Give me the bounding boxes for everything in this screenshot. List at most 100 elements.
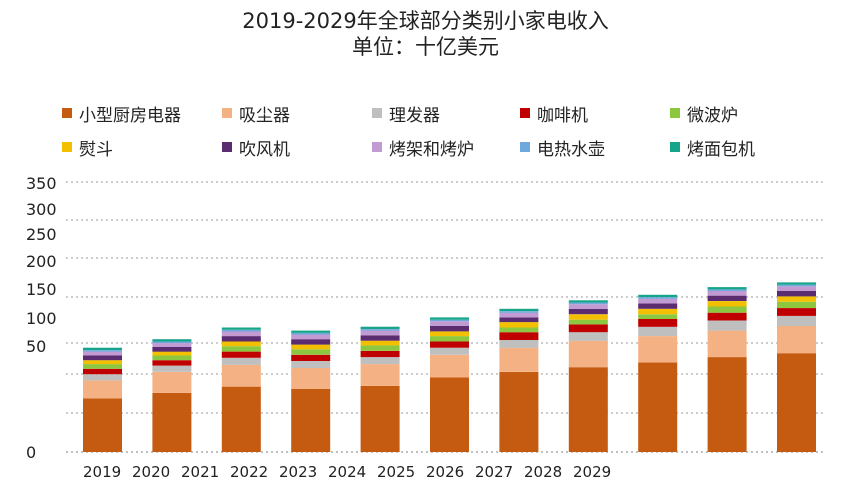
bar-segment <box>638 362 678 452</box>
bar-segment <box>152 360 192 366</box>
bar-segment <box>499 322 539 328</box>
bar-segment <box>777 291 816 297</box>
legend-swatch <box>372 108 382 118</box>
bar-segment <box>430 319 469 322</box>
bar-segment <box>499 332 539 340</box>
y-tick-label: 100 <box>26 309 57 328</box>
bar-segment <box>291 354 331 361</box>
bar-segment <box>221 336 261 342</box>
legend-label: 小型厨房电器 <box>79 105 181 126</box>
bar-segment <box>221 386 261 452</box>
bar-segment <box>430 341 469 348</box>
bar-segment <box>83 398 122 452</box>
bar-segment <box>430 321 469 326</box>
legend-label: 烤架和烤炉 <box>389 139 474 160</box>
bar-segment <box>707 301 747 307</box>
legend-label: 熨斗 <box>79 139 113 160</box>
legend-label: 微波炉 <box>687 105 738 126</box>
bar-segment <box>360 364 400 386</box>
bar-segment <box>430 331 469 337</box>
bar-segment <box>83 368 122 375</box>
bar-segment <box>638 308 678 315</box>
legend-label: 理发器 <box>389 105 440 126</box>
bar-segment <box>221 364 261 387</box>
x-tick-label: 2027 <box>475 463 513 481</box>
bar-segment <box>777 286 816 291</box>
x-tick-label: 2020 <box>132 463 170 481</box>
y-tick-label: 350 <box>26 174 57 193</box>
bar-segment <box>638 294 678 298</box>
x-tick-label: 2022 <box>230 463 268 481</box>
legend-row: 熨斗 吹风机 烤架和烤炉 电热水壶 烤面包机 <box>62 130 822 164</box>
bar-segment <box>568 304 608 309</box>
bar-segment <box>83 350 122 352</box>
bar-segment <box>499 371 539 452</box>
legend-item: 咖啡机 <box>520 101 670 126</box>
chart-subtitle: 单位：十亿美元 <box>352 35 499 59</box>
bar-segment <box>499 308 539 312</box>
bar-segment <box>777 308 816 316</box>
bar-segment <box>152 371 192 393</box>
bar-segment <box>499 317 539 323</box>
bar-segment <box>83 347 122 350</box>
bar-segment <box>568 332 608 341</box>
bar-segment <box>499 340 539 348</box>
bar-segment <box>152 392 192 452</box>
bar-segment <box>638 336 678 363</box>
bar-segment <box>430 336 469 342</box>
bar-segment <box>638 319 678 327</box>
legend-item: 熨斗 <box>62 135 222 160</box>
bar-segment <box>777 296 816 302</box>
bar-segment <box>291 349 331 355</box>
y-tick-label: 150 <box>26 280 57 299</box>
legend-label: 吸尘器 <box>239 105 290 126</box>
bar-segment <box>707 312 747 321</box>
bar-segment <box>568 340 608 368</box>
x-tick-label: 2019 <box>83 463 121 481</box>
legend-label: 烤面包机 <box>687 139 755 160</box>
legend-item: 小型厨房电器 <box>62 101 222 126</box>
bar-segment <box>499 327 539 333</box>
bar-segment <box>221 327 261 330</box>
bar-segment <box>707 287 747 290</box>
bar-segment <box>707 357 747 452</box>
bar-segment <box>291 361 331 368</box>
bar-segment <box>83 380 122 399</box>
x-tick-label: 2026 <box>426 463 464 481</box>
bar-segment <box>360 329 400 331</box>
chart-title: 2019-2029年全球部分类别小家电收入 <box>242 9 609 33</box>
legend-row: 小型厨房电器 吸尘器 理发器 咖啡机 微波炉 <box>62 96 822 130</box>
bar-segment <box>430 347 469 355</box>
bar-segment <box>152 355 192 361</box>
legend-swatch <box>670 142 680 152</box>
y-tick-label: 0 <box>26 443 36 462</box>
legend-label: 咖啡机 <box>537 105 588 126</box>
bar-segment <box>291 333 331 335</box>
x-tick-label: 2021 <box>181 463 219 481</box>
legend-item: 烤架和烤炉 <box>372 135 520 160</box>
legend-swatch <box>670 108 680 118</box>
bar-segment <box>638 298 678 304</box>
legend-item: 电热水壶 <box>520 135 670 160</box>
y-tick-label: 250 <box>26 225 57 244</box>
bar-segment <box>221 331 261 337</box>
bar-segment <box>707 330 747 358</box>
bar-segment <box>360 330 400 336</box>
bar-segment <box>360 326 400 329</box>
bar-segment <box>707 291 747 296</box>
legend-swatch <box>520 108 530 118</box>
bar-segment <box>777 326 816 354</box>
legend-item: 吹风机 <box>222 135 372 160</box>
bar-segment <box>499 312 539 318</box>
legend-item: 微波炉 <box>670 101 810 126</box>
y-tick-label: 50 <box>26 337 46 356</box>
bar-segment <box>291 330 331 333</box>
legend-item: 理发器 <box>372 101 520 126</box>
bar-segment <box>568 300 608 303</box>
bar-segment <box>221 357 261 365</box>
bar-segment <box>777 284 816 287</box>
bar-segment <box>707 306 747 313</box>
bar-segment <box>360 357 400 365</box>
bar-segment <box>83 351 122 356</box>
